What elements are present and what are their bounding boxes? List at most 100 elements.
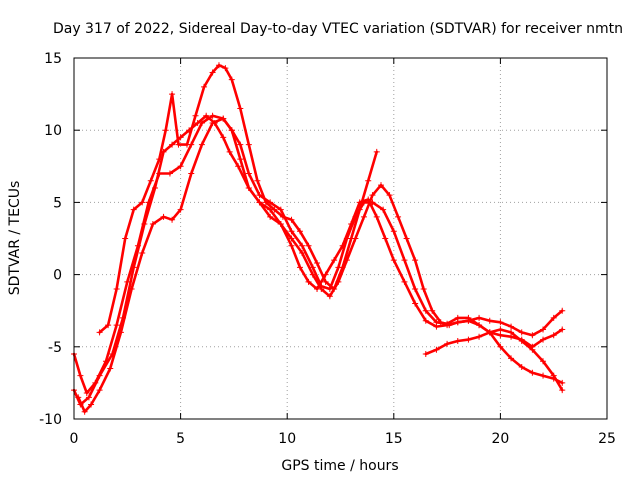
data-point (228, 127, 235, 134)
data-point (326, 293, 333, 300)
data-point (105, 322, 112, 329)
data-point (420, 286, 427, 293)
data-point (183, 141, 190, 148)
y-tick-label: 15 (44, 51, 62, 67)
data-point (476, 333, 483, 340)
data-point (92, 379, 99, 386)
data-point (130, 206, 137, 213)
data-point (386, 192, 393, 199)
data-point (296, 228, 303, 235)
data-point (369, 192, 376, 199)
data-point (75, 394, 82, 401)
data-point (147, 177, 154, 184)
data-point (209, 119, 216, 126)
data-point (454, 338, 461, 345)
data-point (296, 264, 303, 271)
data-point (299, 242, 306, 249)
data-point (245, 141, 252, 148)
x-tick-label: 10 (278, 431, 296, 447)
data-point (497, 319, 504, 326)
data-point (215, 62, 222, 69)
data-point (169, 216, 176, 223)
data-series (71, 62, 566, 415)
data-point (222, 65, 229, 72)
data-point (540, 358, 547, 365)
data-point (497, 343, 504, 350)
data-point (559, 326, 566, 333)
data-point (378, 182, 385, 189)
data-point (107, 365, 114, 372)
data-point (139, 199, 146, 206)
data-point (486, 329, 493, 336)
data-point (339, 264, 346, 271)
data-point (277, 221, 284, 228)
data-point (309, 264, 316, 271)
data-point (373, 213, 380, 220)
data-point (429, 307, 436, 314)
data-point (365, 177, 372, 184)
x-tick-label: 15 (385, 431, 403, 447)
data-point (198, 141, 205, 148)
data-point (403, 235, 410, 242)
data-point (412, 286, 419, 293)
x-tick-label: 25 (598, 431, 616, 447)
data-point (476, 322, 483, 329)
data-point (486, 317, 493, 324)
data-point (203, 112, 210, 119)
data-point (162, 127, 169, 134)
data-point (83, 390, 90, 397)
data-point (401, 257, 408, 264)
data-point (550, 314, 557, 321)
data-point (198, 119, 205, 126)
data-point (279, 213, 286, 220)
data-point (422, 307, 429, 314)
data-point (540, 326, 547, 333)
data-point (209, 112, 216, 119)
series-line (98, 63, 379, 334)
data-point (113, 322, 120, 329)
x-tick-label: 0 (70, 431, 79, 447)
data-point (262, 199, 269, 206)
data-point (348, 221, 355, 228)
data-point (322, 278, 329, 285)
data-point (356, 206, 363, 213)
data-point (145, 199, 152, 206)
data-point (497, 332, 504, 339)
data-point (559, 387, 566, 394)
data-point (81, 408, 88, 415)
data-point (245, 184, 252, 191)
tick-labels: 0 5 10 15 20 25 -10 -5 0 5 10 15 (39, 51, 616, 447)
data-point (254, 177, 261, 184)
series-line (72, 114, 564, 406)
data-point (134, 242, 141, 249)
data-point (237, 141, 244, 148)
data-point (201, 83, 208, 90)
data-point (124, 278, 131, 285)
data-point (160, 213, 167, 220)
data-point (102, 358, 109, 365)
series-track-5 (422, 326, 566, 394)
x-tick-label: 5 (176, 431, 185, 447)
data-point (454, 319, 461, 326)
data-point (220, 134, 227, 141)
data-point (540, 336, 547, 343)
data-point (529, 332, 536, 339)
data-point (288, 216, 295, 223)
y-axis-label: SDTVAR / TECUs (7, 181, 23, 296)
data-point (433, 323, 440, 330)
data-point (540, 372, 547, 379)
y-tick-label: 5 (53, 195, 62, 211)
data-point (305, 242, 312, 249)
data-point (331, 286, 338, 293)
data-point (390, 228, 397, 235)
data-point (518, 364, 525, 371)
data-point (139, 249, 146, 256)
y-tick-label: -5 (48, 340, 62, 356)
data-point (508, 329, 515, 336)
data-point (288, 242, 295, 249)
data-point (88, 401, 95, 408)
data-point (177, 206, 184, 213)
data-point (96, 329, 103, 336)
data-point (192, 112, 199, 119)
